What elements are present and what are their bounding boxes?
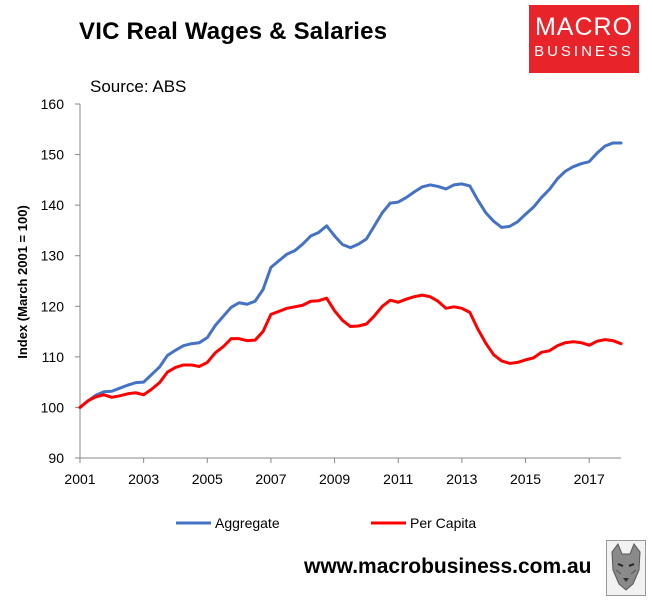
logo-line-1: MACRO xyxy=(534,13,634,41)
logo-line-2: BUSINESS xyxy=(534,43,634,60)
y-axis-ticks: 90 100 110 120 130 140 150 160 xyxy=(41,96,80,466)
y-tick-label: 90 xyxy=(48,450,64,466)
x-tick-label: 2001 xyxy=(64,471,95,487)
chart-legend: Aggregate Per Capita xyxy=(176,515,476,531)
x-tick-label: 2013 xyxy=(446,471,477,487)
chart-axes xyxy=(79,104,621,459)
y-tick-label: 110 xyxy=(42,349,65,365)
x-tick-label: 2009 xyxy=(319,471,350,487)
y-tick-label: 150 xyxy=(41,147,65,163)
series-line-per-capita xyxy=(78,293,623,409)
x-tick-label: 2017 xyxy=(574,471,605,487)
x-tick-label: 2011 xyxy=(383,471,413,487)
website-url: www.macrobusiness.com.au xyxy=(304,555,592,578)
y-tick-label: 160 xyxy=(41,96,65,112)
macrobusiness-logo: MACRO BUSINESS xyxy=(529,5,639,73)
chart-title: VIC Real Wages & Salaries xyxy=(79,18,388,45)
chart-series xyxy=(78,141,623,409)
x-tick-label: 2007 xyxy=(255,471,286,487)
x-tick-label: 2005 xyxy=(192,471,223,487)
source-note: Source: ABS xyxy=(90,77,187,96)
x-axis-ticks: 2001 2003 2005 2007 2009 2011 2013 2015 2017 xyxy=(64,458,605,487)
x-tick-label: 2015 xyxy=(510,471,541,487)
y-tick-label: 140 xyxy=(41,197,65,213)
y-tick-label: 130 xyxy=(41,248,65,264)
legend-label-per-capita: Per Capita xyxy=(410,515,476,531)
y-axis-label: Index (March 2001 = 100) xyxy=(15,205,30,359)
legend-label-aggregate: Aggregate xyxy=(215,515,280,531)
series-line-aggregate xyxy=(78,141,623,409)
y-tick-label: 100 xyxy=(41,399,65,415)
wolf-icon xyxy=(606,540,646,596)
x-tick-label: 2003 xyxy=(128,471,159,487)
y-tick-label: 120 xyxy=(41,298,65,314)
